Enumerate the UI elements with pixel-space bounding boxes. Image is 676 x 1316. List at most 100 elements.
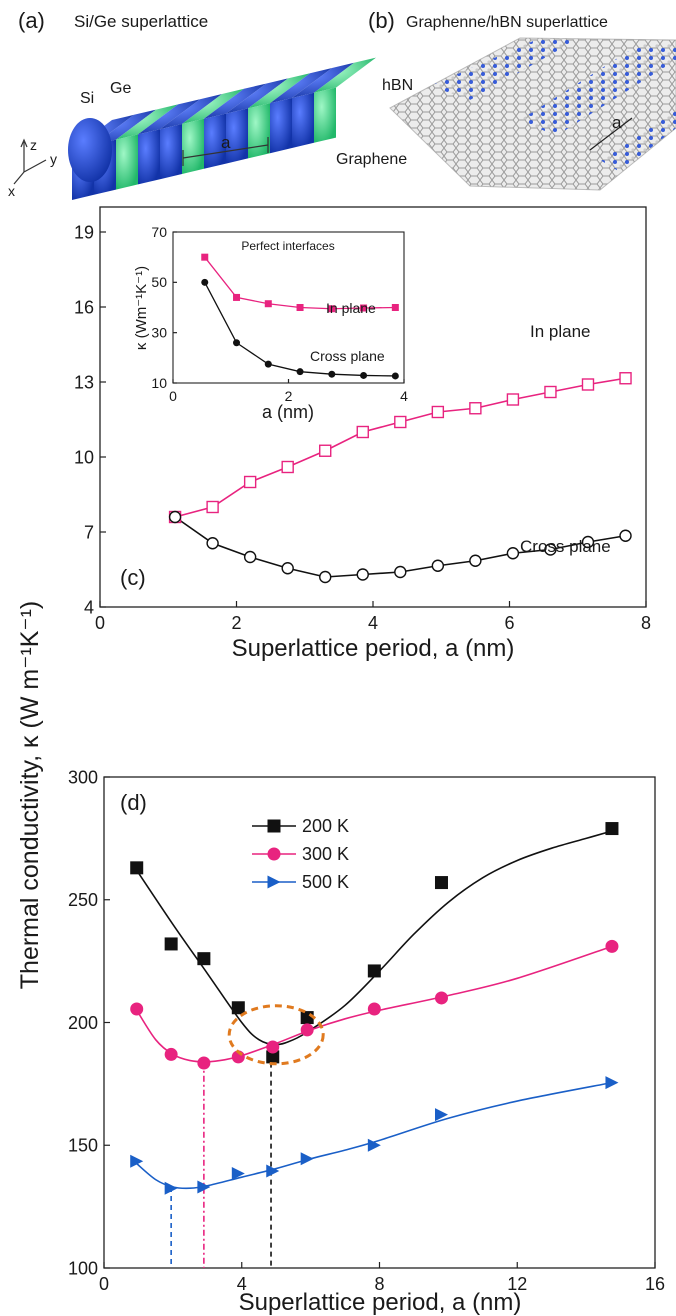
in-plane-point — [619, 372, 632, 385]
highlight-ellipse — [227, 1004, 325, 1066]
slab-front — [160, 124, 182, 180]
in-plane-point — [206, 500, 219, 514]
cross-plane-point — [544, 543, 557, 556]
x-tick-label: 4 — [237, 1274, 247, 1294]
in-plane-point — [431, 405, 445, 419]
panel-a: (a) Si/Ge superlattice Si Ge a z y x — [8, 8, 376, 200]
in-plane-point — [243, 475, 257, 489]
y-tick-label: 16 — [74, 297, 94, 317]
chart-c-panel-label: (c) — [120, 565, 146, 590]
y-tick-label: 10 — [74, 447, 94, 467]
cross-plane-point — [168, 510, 182, 524]
cross-plane-point — [319, 570, 332, 584]
panel-b: (b) Graphenne/hBN superlattice hBN Graph… — [336, 8, 676, 191]
y-tick-label: 19 — [74, 222, 94, 242]
inset-in-plane-point — [201, 253, 209, 261]
slab-top — [314, 57, 376, 93]
chart-c-ticks: 0 2 4 6 8 4 7 10 13 16 19 — [74, 222, 651, 633]
point-500k — [164, 1181, 178, 1195]
cross-plane-point — [394, 565, 407, 579]
axes-triad — [13, 138, 47, 185]
legend-marker — [267, 847, 281, 861]
point-300k — [130, 1002, 144, 1016]
x-tick-label: 0 — [95, 613, 105, 633]
x-tick-label: 12 — [507, 1274, 527, 1294]
point-500k — [231, 1166, 245, 1180]
period-label-b: a — [612, 113, 622, 132]
ge-label: Ge — [110, 80, 131, 97]
x-tick-label: 4 — [400, 388, 408, 404]
fit-line-500k — [136, 1081, 613, 1190]
cross-plane-point — [581, 535, 595, 549]
in-plane-point — [544, 385, 557, 399]
chart-d-ticks: 0 4 8 12 16 100 150 200 250 300 — [68, 767, 665, 1294]
x-tick-label: 8 — [641, 613, 651, 633]
in-plane-point — [281, 460, 294, 474]
point-500k — [367, 1138, 381, 1152]
point-500k — [266, 1164, 280, 1178]
slab-top — [182, 88, 244, 124]
slab-top — [270, 68, 332, 104]
slab-front — [314, 87, 336, 143]
inset-label-cross-plane: Cross plane — [310, 348, 385, 364]
point-300k — [367, 1002, 381, 1016]
point-200k — [434, 876, 448, 890]
slab-front — [248, 103, 270, 159]
legend-label: 200 K — [302, 816, 349, 836]
slab-front — [138, 129, 160, 185]
legend-label: 300 K — [302, 844, 349, 864]
slab-front — [226, 108, 248, 164]
point-200k — [164, 937, 178, 951]
inset-cross-plane-point — [296, 368, 304, 376]
slab-front — [270, 98, 292, 154]
legend-label: 500 K — [302, 872, 349, 892]
chart-d: 0 4 8 12 16 100 150 200 250 300 (d) 200 K 300 K 500… — [68, 767, 665, 1316]
chart-d-legend: 200 K 300 K 500 K — [252, 816, 349, 892]
si-end-cap — [68, 118, 112, 182]
cross-plane-point — [356, 568, 369, 581]
y-tick-label: 100 — [68, 1258, 98, 1278]
x-tick-label: 0 — [99, 1274, 109, 1294]
period-label-a: a — [221, 133, 231, 152]
inset-in-plane-point — [360, 304, 368, 312]
slab-top — [116, 104, 178, 140]
chart-c: 0 2 4 6 8 4 7 10 13 16 19 (c) In plane Cross plane… — [74, 206, 651, 662]
point-500k — [130, 1154, 144, 1168]
cross-plane-point — [243, 550, 257, 564]
point-200k — [197, 952, 211, 966]
in-plane-point — [319, 444, 332, 457]
chart-d-x-axis-label: Superlattice period, a (nm) — [239, 1289, 522, 1316]
slab-top — [292, 62, 354, 98]
point-200k — [130, 861, 144, 875]
y-tick-label: 13 — [74, 372, 94, 392]
point-300k — [266, 1040, 280, 1054]
y-tick-label: 10 — [151, 375, 167, 391]
slab-front — [292, 92, 314, 148]
inset-cross-plane-point — [328, 370, 336, 378]
inset-ticks: 0 2 4 10 30 50 70 — [151, 224, 408, 404]
slab-top — [226, 78, 288, 114]
chart-d-markers — [130, 822, 619, 1195]
slab-top — [138, 99, 200, 135]
slab-front — [204, 113, 226, 169]
inset-in-plane-point — [233, 293, 241, 301]
axis-z-label: z — [30, 137, 37, 153]
cross-plane-point — [206, 537, 219, 550]
point-500k — [197, 1180, 211, 1194]
y-tick-label: 250 — [68, 890, 98, 910]
point-300k — [300, 1023, 314, 1037]
legend-marker — [267, 875, 281, 889]
panel-b-title: Graphenne/hBN superlattice — [406, 14, 608, 31]
chart-d-frame — [103, 776, 656, 1269]
chart-c-x-axis-label: Superlattice period, a (nm) — [232, 635, 515, 662]
slab-top — [204, 83, 266, 119]
x-tick-label: 6 — [504, 613, 514, 633]
inset-cross-plane-point — [233, 339, 241, 347]
in-plane-point — [469, 402, 482, 415]
graphene-label: Graphene — [336, 151, 407, 168]
period-arrow — [182, 144, 269, 159]
x-tick-label: 0 — [169, 388, 177, 404]
y-tick-label: 70 — [151, 224, 167, 240]
x-tick-label: 4 — [368, 613, 378, 633]
y-tick-label: 30 — [151, 325, 167, 341]
